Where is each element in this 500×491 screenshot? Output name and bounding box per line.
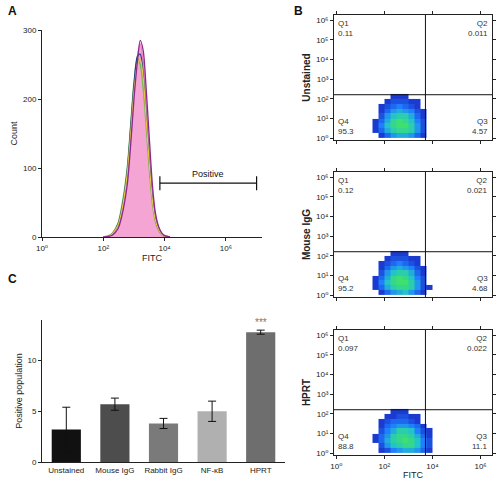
svg-text:A: A <box>8 4 17 18</box>
svg-text:10²: 10² <box>317 95 329 104</box>
svg-text:Q495.3: Q495.3 <box>338 117 354 136</box>
svg-text:10¹: 10¹ <box>317 114 329 123</box>
svg-text:FITC: FITC <box>142 253 162 263</box>
svg-text:10⁰: 10⁰ <box>36 244 48 253</box>
svg-text:Unstained: Unstained <box>301 53 312 101</box>
svg-text:10⁴: 10⁴ <box>158 244 171 253</box>
svg-text:Positive: Positive <box>192 169 224 179</box>
svg-text:Mouse IgG: Mouse IgG <box>95 466 134 475</box>
svg-text:Q34.57: Q34.57 <box>472 117 488 136</box>
svg-text:10³: 10³ <box>317 390 329 399</box>
svg-text:FITC: FITC <box>403 470 423 480</box>
svg-text:10⁶: 10⁶ <box>316 16 328 25</box>
svg-text:10⁶: 10⁶ <box>316 173 328 182</box>
svg-text:10⁶: 10⁶ <box>474 462 486 471</box>
svg-text:10³: 10³ <box>317 232 329 241</box>
svg-text:Q488.8: Q488.8 <box>338 432 354 451</box>
svg-text:Positive population: Positive population <box>14 353 24 429</box>
svg-text:10⁰: 10⁰ <box>316 449 328 458</box>
svg-text:10⁴: 10⁴ <box>316 370 329 379</box>
svg-text:Count: Count <box>9 121 19 146</box>
svg-text:10⁴: 10⁴ <box>316 55 329 64</box>
svg-text:Rabbit IgG: Rabbit IgG <box>144 466 182 475</box>
svg-text:10⁴: 10⁴ <box>426 462 439 471</box>
svg-text:200: 200 <box>23 95 37 104</box>
svg-text:10¹: 10¹ <box>317 271 329 280</box>
svg-text:300: 300 <box>23 26 37 35</box>
svg-text:***: *** <box>255 317 267 328</box>
svg-text:Unstained: Unstained <box>48 466 84 475</box>
svg-text:5: 5 <box>32 407 37 416</box>
svg-text:Q10.12: Q10.12 <box>338 176 354 195</box>
svg-text:10⁵: 10⁵ <box>316 193 328 202</box>
svg-text:10¹: 10¹ <box>317 429 329 438</box>
svg-text:Q311.1: Q311.1 <box>472 432 488 451</box>
svg-text:0: 0 <box>32 233 37 242</box>
svg-text:Q20.011: Q20.011 <box>468 19 488 38</box>
svg-text:10²: 10² <box>379 462 391 471</box>
svg-text:10⁰: 10⁰ <box>316 291 328 300</box>
svg-text:Q495.2: Q495.2 <box>338 274 354 293</box>
svg-text:0: 0 <box>32 458 37 467</box>
svg-text:10⁶: 10⁶ <box>316 331 328 340</box>
svg-text:10³: 10³ <box>317 75 329 84</box>
svg-text:10²: 10² <box>98 244 110 253</box>
svg-text:10⁴: 10⁴ <box>316 212 329 221</box>
svg-text:10⁵: 10⁵ <box>316 36 328 45</box>
svg-text:10⁰: 10⁰ <box>316 134 328 143</box>
svg-text:Q10.097: Q10.097 <box>338 334 359 353</box>
svg-text:10²: 10² <box>317 252 329 261</box>
svg-text:Mouse IgG: Mouse IgG <box>301 209 312 260</box>
svg-text:NF-κB: NF-κB <box>201 466 224 475</box>
svg-text:C: C <box>8 272 17 286</box>
svg-text:Q10.11: Q10.11 <box>338 19 354 38</box>
svg-text:10⁰: 10⁰ <box>330 462 342 471</box>
svg-text:HPRT: HPRT <box>301 379 312 406</box>
svg-text:100: 100 <box>23 164 37 173</box>
svg-text:10: 10 <box>27 356 36 365</box>
svg-text:Q34.68: Q34.68 <box>472 274 488 293</box>
svg-text:10²: 10² <box>317 410 329 419</box>
svg-text:10⁵: 10⁵ <box>316 351 328 360</box>
svg-text:HPRT: HPRT <box>250 466 272 475</box>
svg-text:Q20.022: Q20.022 <box>467 334 488 353</box>
svg-text:B: B <box>294 4 303 18</box>
svg-text:10⁶: 10⁶ <box>220 244 232 253</box>
svg-text:Q20.021: Q20.021 <box>467 176 488 195</box>
